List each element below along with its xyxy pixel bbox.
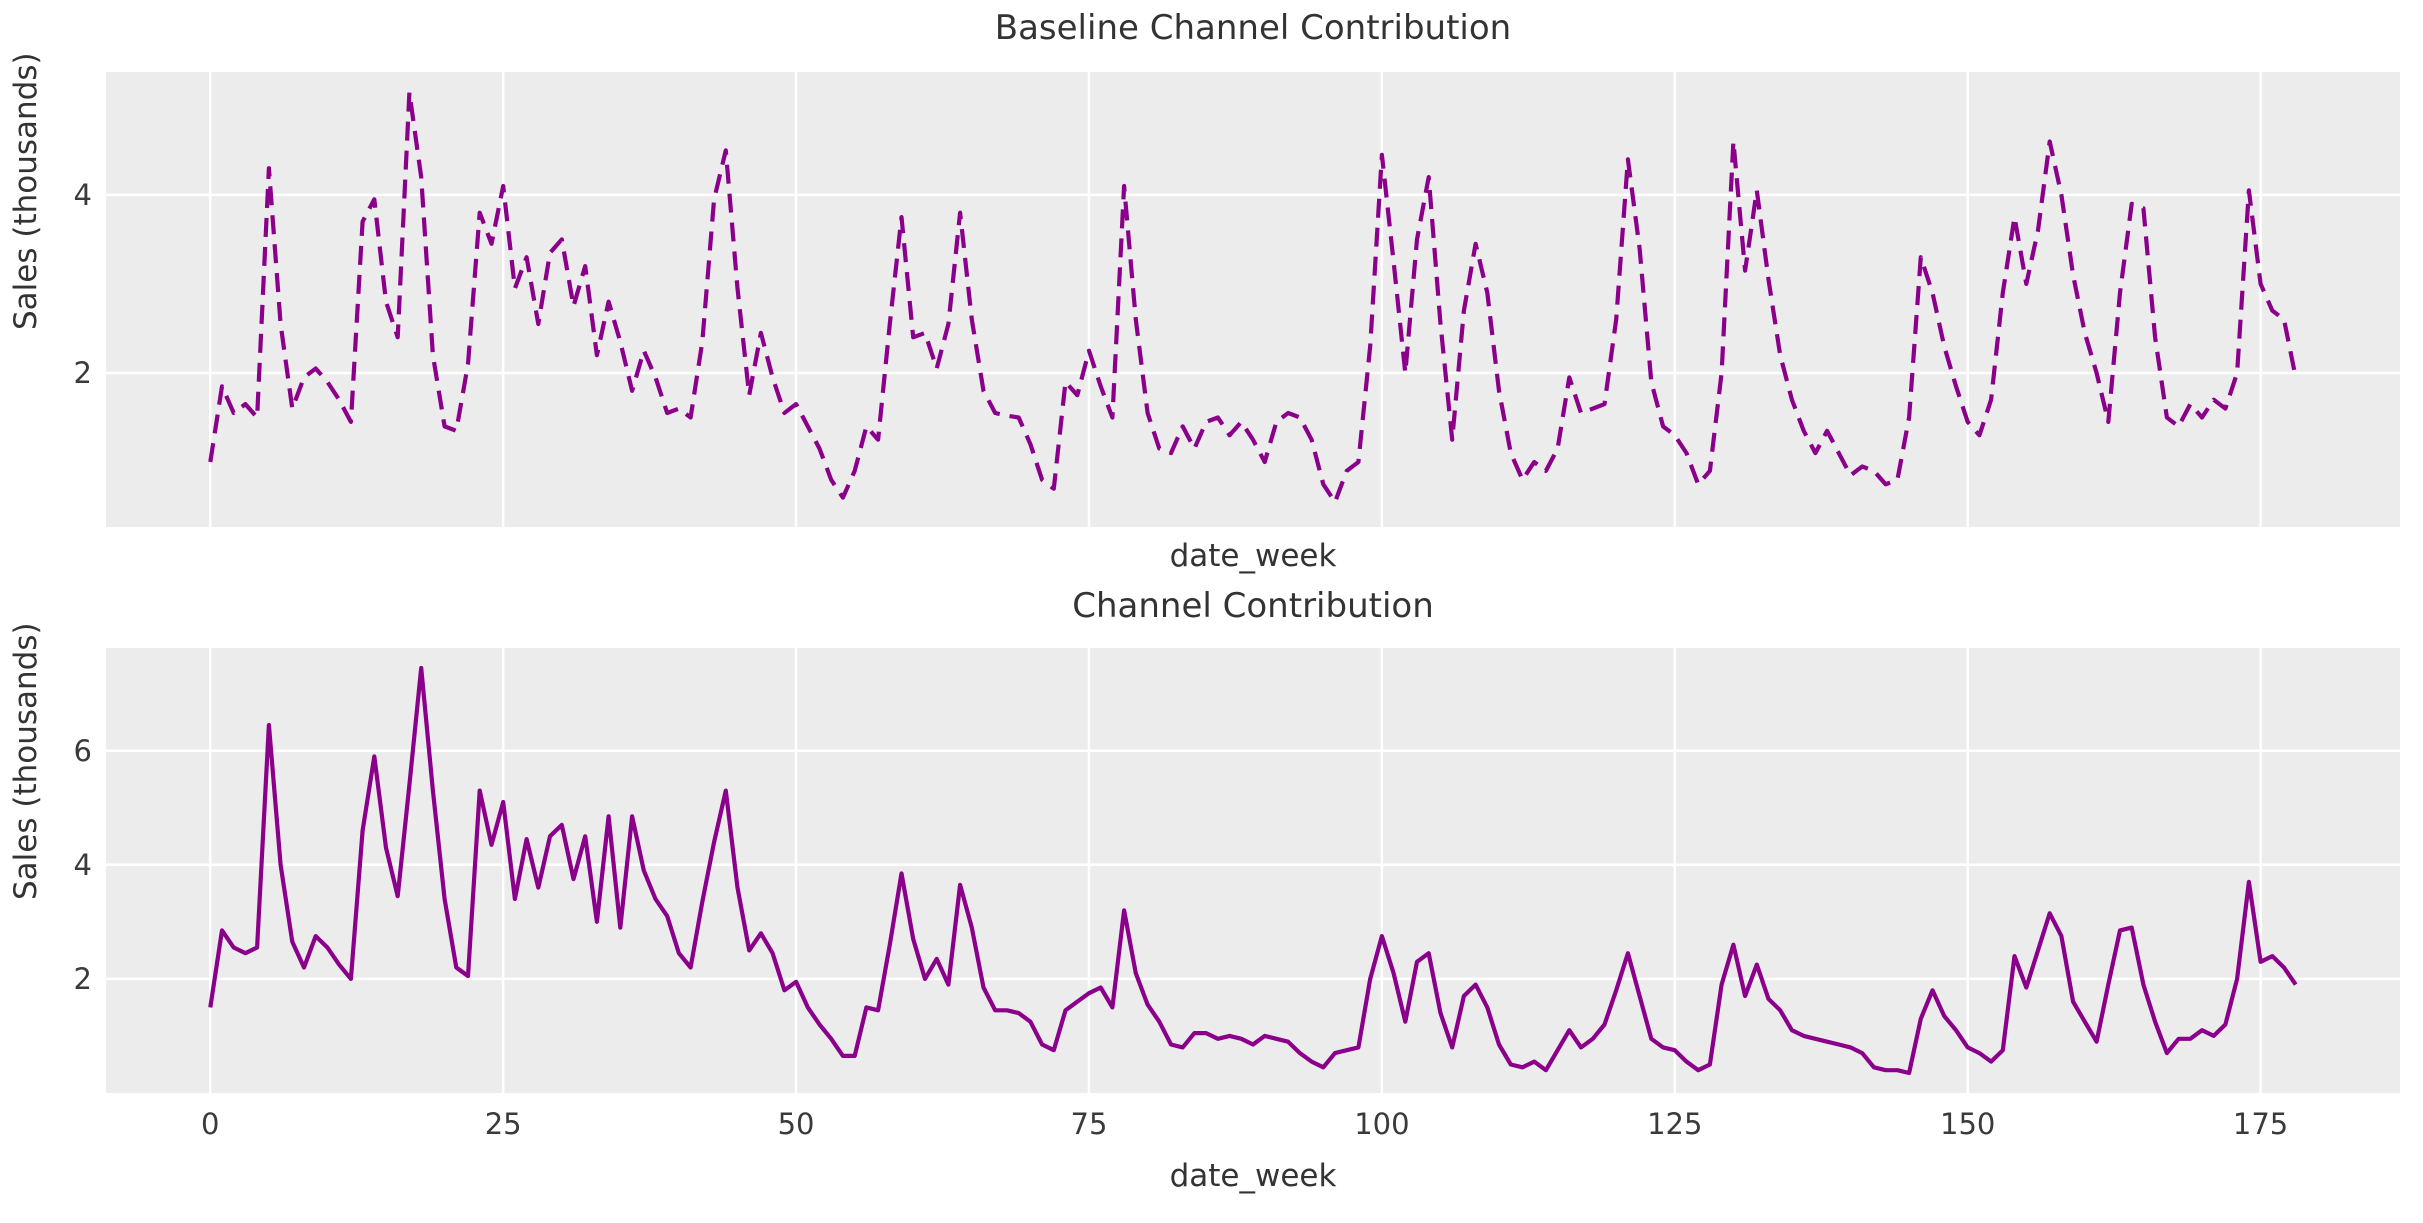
y-tick-label: 4 [73,847,92,882]
plot-area-channel [106,648,2400,1093]
y-tick-label: 6 [73,733,92,768]
y-tick-label: 2 [73,355,92,390]
channel-series-line [208,665,2298,1076]
x-tick-label: 25 [484,1107,522,1141]
y-axis-label: Sales (thousands) [8,622,44,900]
x-axis-label: date_week [1169,538,1337,574]
x-tick-label: 125 [1647,1107,1703,1141]
x-tick-label: 150 [1939,1107,1996,1141]
x-axis-label: date_week [1169,1158,1337,1194]
y-tick-label: 4 [73,177,92,212]
x-tick-label: 50 [777,1107,815,1141]
x-tick-label: 75 [1070,1107,1108,1141]
x-tick-label: 100 [1354,1107,1410,1141]
x-tick-label: 175 [2232,1107,2289,1141]
y-tick-label: 2 [73,961,92,996]
plot-area-baseline [106,72,2400,527]
baseline-series-line [208,90,2298,505]
x-tick-label: 0 [201,1107,220,1141]
y-axis-label: Sales (thousands) [8,52,44,330]
chart-title: Baseline Channel Contribution [994,8,1512,48]
chart-title: Channel Contribution [1072,586,1434,626]
